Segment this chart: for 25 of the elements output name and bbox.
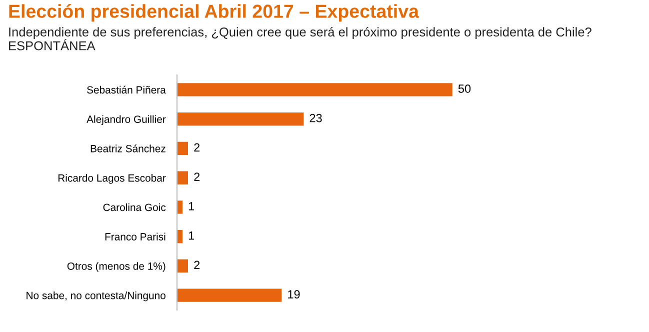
- y-tick-label: Beatriz Sánchez: [90, 144, 166, 152]
- bar: [177, 83, 452, 96]
- y-tick-label: Alejandro Guillier: [86, 115, 166, 125]
- bar: [177, 171, 188, 184]
- chart-title: Elección presidencial Abril 2017 – Expectativa: [9, 4, 420, 22]
- y-tick-label: Otros (menos de 1%): [67, 262, 166, 272]
- data-label: 2: [194, 260, 200, 269]
- y-tick-label: Carolina Goic: [103, 203, 166, 212]
- y-tick-label: Franco Parisi: [105, 232, 166, 240]
- y-tick-label: Sebastián Piñera: [87, 86, 166, 94]
- data-label: 23: [310, 114, 322, 122]
- chart-subtitle: Independiente de sus preferencias, ¿Quien cree que será el próximo presidente o presidenta de Chile? ESPONTÁNEA: [9, 27, 592, 50]
- data-label: 1: [188, 202, 194, 210]
- data-label: 1: [188, 231, 194, 240]
- bar: [177, 259, 188, 273]
- bar: [177, 142, 188, 156]
- data-label: 50: [458, 84, 471, 93]
- bar: [177, 112, 304, 126]
- y-tick-label: Ricardo Lagos Escobar: [58, 174, 166, 184]
- data-label: 19: [288, 290, 300, 298]
- data-label: 2: [194, 143, 200, 152]
- y-tick-label: No sabe, no contesta/Ninguno: [26, 292, 166, 302]
- bar: [177, 200, 183, 214]
- data-label: 2: [194, 172, 200, 181]
- bar: [177, 288, 282, 302]
